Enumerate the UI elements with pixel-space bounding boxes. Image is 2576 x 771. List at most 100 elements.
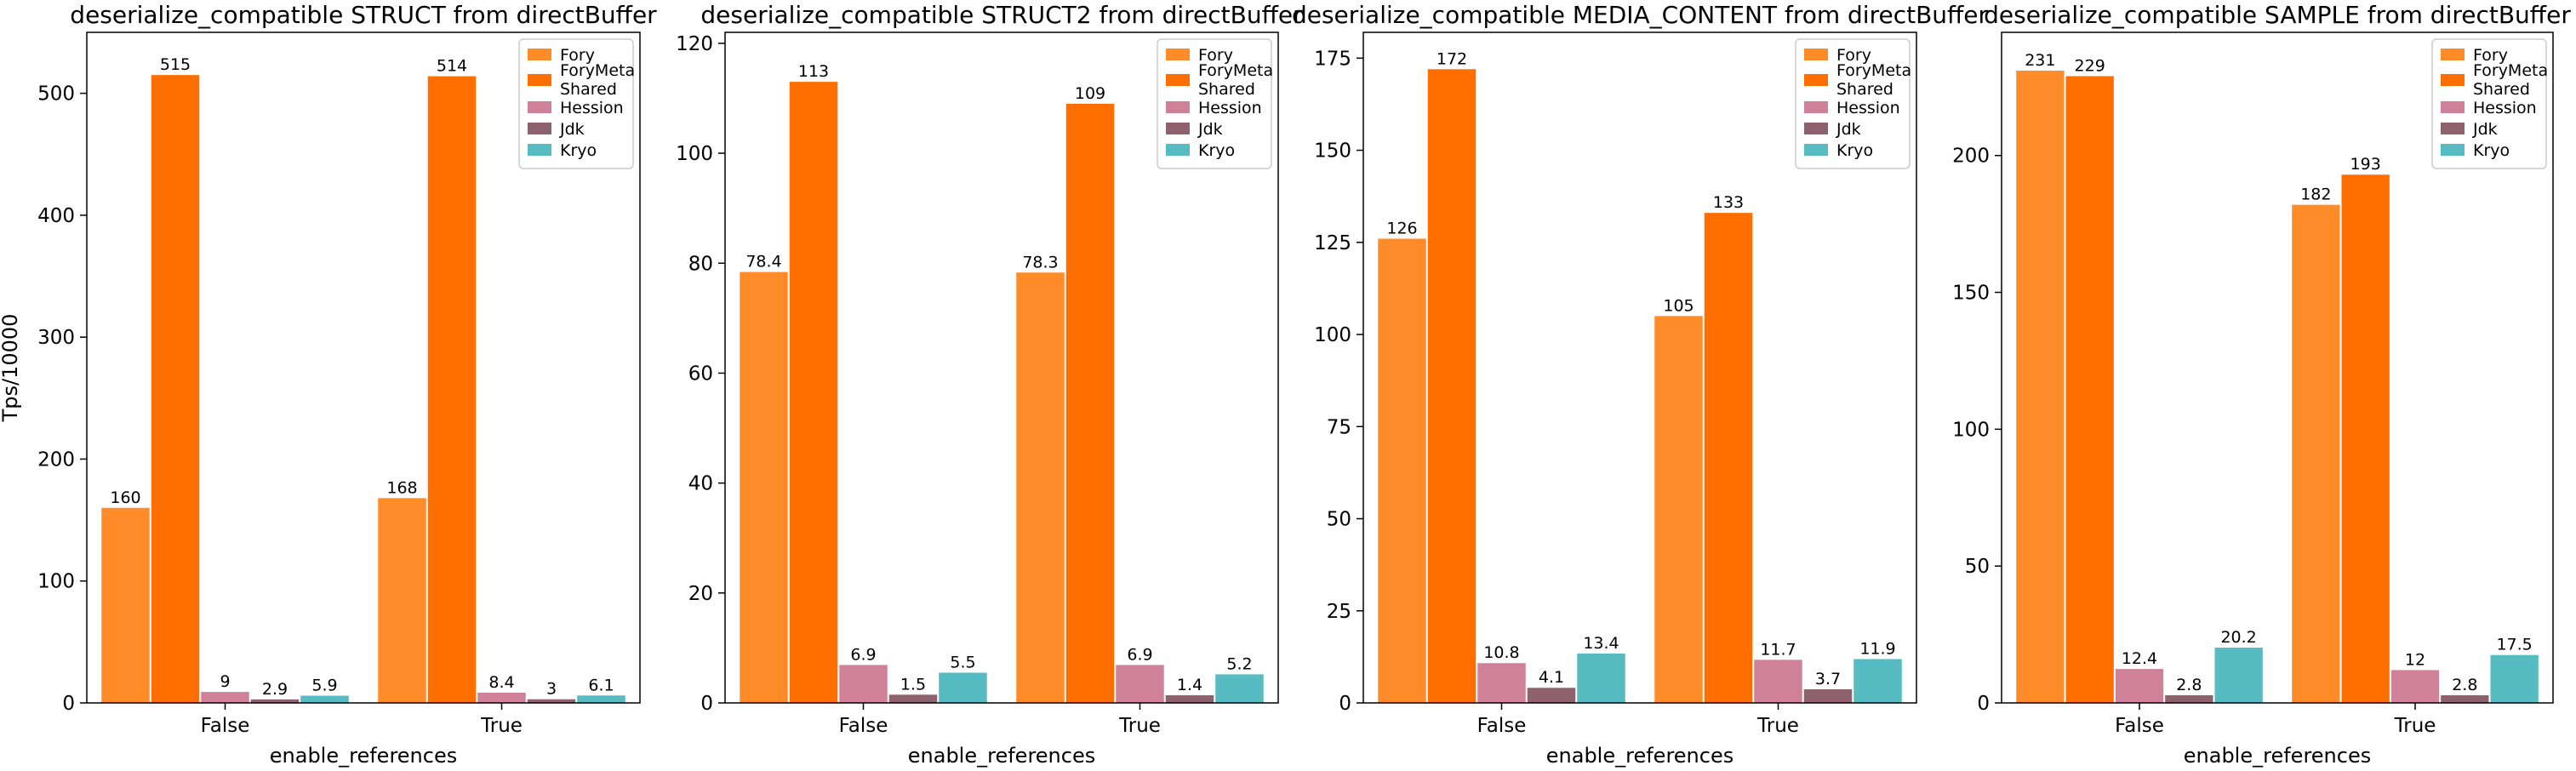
chart-title: deserialize_compatible SAMPLE from direc…	[1984, 1, 2571, 29]
data-label: 78.3	[1022, 253, 1058, 271]
legend-swatch	[1804, 123, 1828, 134]
data-label: 5.2	[1226, 654, 1252, 673]
y-tick-label: 50	[1327, 509, 1351, 531]
legend-swatch	[528, 144, 551, 156]
legend-label: Shared	[1198, 80, 1255, 99]
y-axis-label: Tps/10000	[0, 314, 22, 423]
data-label: 10.8	[1483, 643, 1519, 662]
data-label: 12.4	[2122, 649, 2157, 668]
data-label: 12	[2405, 650, 2425, 669]
bar	[300, 695, 349, 703]
chart-panel-4: deserialize_compatible SAMPLE from direc…	[1952, 1, 2571, 768]
y-tick-label: 0	[1339, 693, 1351, 715]
x-tick-label: False	[201, 715, 250, 737]
data-label: 515	[160, 55, 191, 74]
data-label: 2.8	[2176, 676, 2202, 694]
bar	[151, 75, 200, 704]
legend-label: Jdk	[1836, 120, 1861, 139]
legend-swatch	[528, 123, 551, 134]
legend-swatch	[528, 49, 551, 60]
data-label: 133	[1713, 193, 1744, 212]
data-label: 11.9	[1859, 639, 1895, 658]
bar	[2115, 669, 2164, 703]
bar	[1577, 653, 1625, 703]
y-tick-label: 100	[37, 571, 75, 593]
data-label: 193	[2350, 155, 2381, 174]
chart-panel-1: deserialize_compatible STRUCT from direc…	[0, 1, 657, 768]
data-label: 113	[798, 62, 829, 81]
legend-label: Jdk	[559, 120, 585, 139]
x-axis-label: enable_references	[908, 744, 1095, 768]
plot-frame	[724, 31, 1279, 704]
bar	[2292, 204, 2340, 704]
y-tick-label: 150	[1952, 283, 1990, 305]
data-label: 6.9	[850, 645, 876, 664]
legend-label: Hession	[1836, 99, 1900, 117]
y-tick-label: 100	[1952, 419, 1990, 441]
chart-panel-3: deserialize_compatible MEDIA_CONTENT fro…	[1292, 1, 1989, 768]
legend-label: Shared	[2473, 80, 2530, 99]
x-tick-label: False	[1477, 715, 1527, 737]
legend-label: Kryo	[1836, 141, 1873, 160]
data-label: 6.9	[1127, 645, 1152, 664]
legend-label: Jdk	[2472, 120, 2498, 139]
data-label: 2.8	[2452, 676, 2477, 694]
legend-swatch	[1804, 49, 1828, 60]
x-tick-label: False	[2115, 715, 2164, 737]
bar	[1654, 316, 1703, 703]
bar	[1704, 213, 1753, 704]
chart-panel-2: deserialize_compatible STRUCT2 from dire…	[676, 1, 1303, 768]
x-tick-label: True	[1118, 715, 1161, 737]
data-label: 11.7	[1760, 640, 1796, 659]
data-label: 17.5	[2496, 636, 2532, 654]
bar	[1754, 660, 1802, 703]
legend-swatch	[1804, 101, 1828, 113]
y-tick-label: 400	[37, 205, 75, 227]
legend-swatch	[2441, 74, 2465, 86]
y-tick-label: 120	[676, 33, 713, 55]
data-label: 2.9	[262, 680, 288, 699]
data-label: 1.5	[900, 675, 926, 694]
y-tick-label: 40	[688, 473, 713, 495]
bar	[577, 695, 625, 703]
bar	[789, 82, 838, 703]
bar	[378, 498, 426, 703]
legend-label: Kryo	[2473, 141, 2510, 160]
bar	[1803, 688, 1853, 703]
y-tick-label: 100	[676, 143, 713, 165]
legend-box	[518, 38, 634, 169]
legend-label: Hession	[1198, 99, 1262, 117]
y-tick-label: 20	[688, 583, 713, 605]
legend-label: Fory	[1836, 46, 1871, 65]
legend-label: Shared	[560, 80, 617, 99]
legend-swatch	[1166, 101, 1190, 113]
data-label: 4.1	[1539, 668, 1564, 687]
bar	[2065, 76, 2114, 703]
bar	[839, 665, 888, 703]
legend-label: Kryo	[560, 141, 597, 160]
data-label: 514	[437, 57, 467, 76]
data-label: 5.9	[311, 677, 337, 695]
data-label: 8.4	[488, 673, 514, 692]
x-axis-label: enable_references	[270, 744, 457, 768]
y-tick-label: 300	[37, 327, 75, 349]
legend-box	[2431, 38, 2547, 169]
x-tick-label: True	[480, 715, 523, 737]
y-tick-label: 60	[688, 363, 713, 385]
data-label: 105	[1663, 296, 1694, 315]
bar	[888, 694, 938, 703]
legend-label: Fory	[560, 46, 595, 65]
y-tick-label: 0	[700, 693, 713, 715]
y-tick-label: 200	[37, 448, 75, 471]
data-label: 3.7	[1815, 670, 1841, 688]
y-tick-label: 200	[1952, 146, 1990, 168]
data-label: 231	[2025, 51, 2055, 70]
chart-title: deserialize_compatible MEDIA_CONTENT fro…	[1292, 1, 1989, 29]
legend-swatch	[528, 101, 551, 113]
legend-label: Hession	[2473, 99, 2537, 117]
legend-box	[1795, 38, 1911, 169]
legend-label: Hession	[560, 99, 624, 117]
legend-label: Fory	[1198, 46, 1233, 65]
